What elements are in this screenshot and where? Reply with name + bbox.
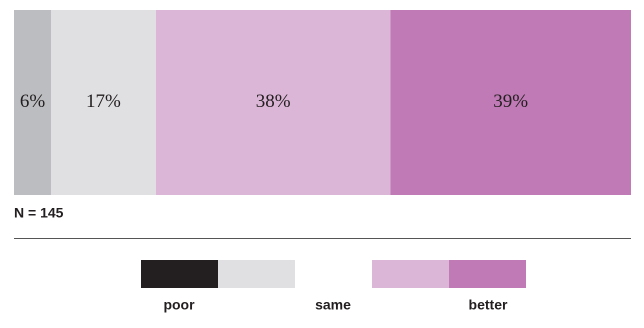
- value-label: 38%: [256, 91, 291, 112]
- legend-swatch: [218, 260, 295, 288]
- legend-swatch: [449, 260, 526, 288]
- bar-segment: [14, 10, 52, 195]
- legend-label: same: [315, 297, 351, 313]
- legend-label: better: [469, 297, 508, 313]
- legend-swatch: [372, 260, 449, 288]
- note: N = 145: [14, 205, 64, 221]
- legend-swatch: [141, 260, 218, 288]
- bar-segment: [155, 10, 391, 195]
- value-label: 39%: [493, 91, 528, 112]
- value-label: 6%: [20, 91, 46, 112]
- bar-segment: [51, 10, 156, 195]
- bar-segment: [390, 10, 631, 195]
- legend-label: poor: [163, 297, 195, 313]
- value-label: 17%: [86, 91, 121, 112]
